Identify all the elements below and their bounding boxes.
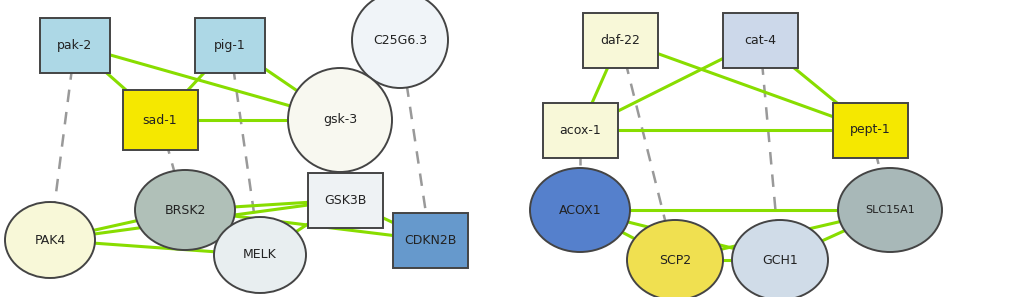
Text: sad-1: sad-1 xyxy=(143,113,177,127)
Text: SCP2: SCP2 xyxy=(658,254,691,266)
Text: PAK4: PAK4 xyxy=(35,233,65,247)
Text: pept-1: pept-1 xyxy=(849,124,890,137)
Text: gsk-3: gsk-3 xyxy=(323,113,357,127)
Text: pak-2: pak-2 xyxy=(57,39,93,51)
Ellipse shape xyxy=(732,220,827,297)
FancyBboxPatch shape xyxy=(40,18,110,72)
Text: SLC15A1: SLC15A1 xyxy=(864,205,914,215)
Text: GSK3B: GSK3B xyxy=(323,194,366,206)
Text: acox-1: acox-1 xyxy=(558,124,600,137)
Ellipse shape xyxy=(352,0,447,88)
Text: ACOX1: ACOX1 xyxy=(558,203,601,217)
FancyBboxPatch shape xyxy=(582,12,657,67)
FancyBboxPatch shape xyxy=(122,90,198,150)
Ellipse shape xyxy=(5,202,95,278)
Text: CDKN2B: CDKN2B xyxy=(404,233,455,247)
Text: C25G6.3: C25G6.3 xyxy=(373,34,427,47)
Text: cat-4: cat-4 xyxy=(743,34,775,47)
FancyBboxPatch shape xyxy=(721,12,797,67)
FancyBboxPatch shape xyxy=(832,102,907,157)
FancyBboxPatch shape xyxy=(195,18,265,72)
Text: daf-22: daf-22 xyxy=(599,34,639,47)
Ellipse shape xyxy=(838,168,942,252)
Text: pig-1: pig-1 xyxy=(214,39,246,51)
Ellipse shape xyxy=(135,170,234,250)
Ellipse shape xyxy=(287,68,391,172)
Text: GCH1: GCH1 xyxy=(761,254,797,266)
FancyBboxPatch shape xyxy=(392,212,467,268)
Text: BRSK2: BRSK2 xyxy=(164,203,206,217)
FancyBboxPatch shape xyxy=(542,102,616,157)
FancyBboxPatch shape xyxy=(307,173,382,228)
Ellipse shape xyxy=(530,168,630,252)
Ellipse shape xyxy=(627,220,722,297)
Ellipse shape xyxy=(214,217,306,293)
Text: MELK: MELK xyxy=(243,249,276,261)
